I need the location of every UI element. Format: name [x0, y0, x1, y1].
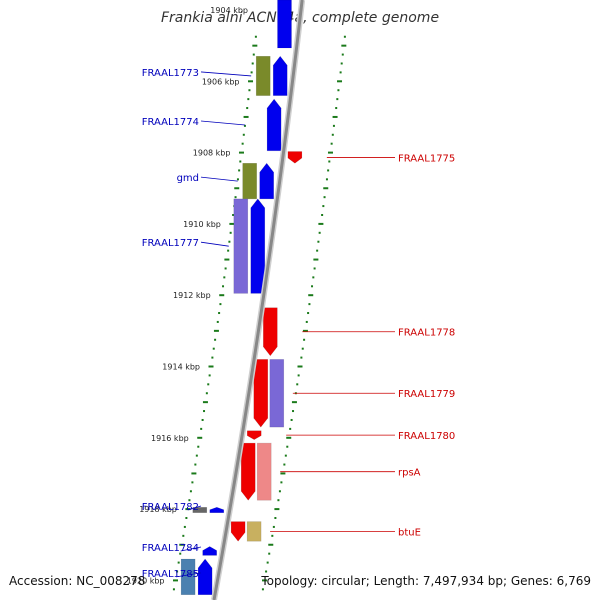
leader-FRAAL1784 [180, 546, 202, 552]
scale-label-1912: 1912 kbp [173, 291, 211, 300]
gene-label-FRAAL1773[interactable]: FRAAL1773 [142, 68, 199, 79]
cds-partial-top[interactable] [277, 0, 292, 49]
gene-label-FRAAL1777[interactable]: FRAAL1777 [142, 238, 199, 249]
accession-text: Accession: NC_008278 [9, 574, 146, 588]
gene-label-FRAAL1782[interactable]: FRAAL1782 [142, 502, 199, 513]
cds-rpsA[interactable] [240, 442, 256, 501]
scale-label-1918: 1918 kbp [139, 505, 177, 514]
topology-text: Topology: circular; Length: 7,497,934 bp… [261, 574, 591, 588]
leader-FRAAL1785 [176, 572, 202, 578]
cog-rpsA[interactable] [256, 442, 272, 501]
gene-label-FRAAL1780[interactable]: FRAAL1780 [398, 431, 455, 442]
gene-label-btuE[interactable]: btuE [398, 527, 421, 538]
cds-FRAAL1775[interactable] [287, 151, 303, 164]
cds-FRAAL1780[interactable] [246, 430, 262, 440]
cog-btuE[interactable] [246, 521, 262, 542]
cds-FRAAL1785[interactable] [197, 558, 213, 596]
leader-FRAAL1782 [187, 505, 202, 511]
cds-FRAAL1777[interactable] [250, 198, 266, 294]
cog-FRAAL1782[interactable] [192, 506, 208, 514]
leader-FRAAL1774 [200, 120, 246, 126]
gene-label-gmd[interactable]: gmd [177, 173, 199, 184]
cds-FRAAL1773[interactable] [272, 55, 288, 96]
cds-btuE[interactable] [230, 521, 246, 542]
gene-labels: FRAAL1773 FRAAL1774 FRAAL1775 gmd FRAAL1777 F… [142, 68, 456, 580]
cog-FRAAL1779[interactable] [269, 359, 285, 428]
scale-label-1904: 1904 kbp [210, 6, 248, 15]
genome-backbone [211, 0, 306, 600]
scale-label-1916: 1916 kbp [151, 434, 189, 443]
backbone-line [212, 0, 304, 600]
cds-FRAAL1782[interactable] [209, 506, 225, 514]
scale-label-1908: 1908 kbp [193, 149, 231, 158]
scale-label-1914: 1914 kbp [162, 363, 200, 372]
scale-label-1910: 1910 kbp [183, 220, 221, 229]
leader-FRAAL1777 [200, 241, 229, 247]
cog-gmd[interactable] [242, 163, 258, 200]
cog-FRAAL1773[interactable] [255, 55, 271, 96]
gene-label-FRAAL1778[interactable]: FRAAL1778 [398, 328, 455, 339]
cds-FRAAL1774[interactable] [266, 98, 282, 152]
gene-label-FRAAL1774[interactable]: FRAAL1774 [142, 117, 199, 128]
gene-label-FRAAL1775[interactable]: FRAAL1775 [398, 153, 455, 164]
outer-tick-track [261, 35, 347, 591]
cds-gmd[interactable] [259, 162, 275, 200]
scale-label-1906: 1906 kbp [202, 77, 240, 86]
gene-label-FRAAL1779[interactable]: FRAAL1779 [398, 389, 455, 400]
gene-label-rpsA[interactable]: rpsA [398, 468, 421, 479]
cds-FRAAL1784[interactable] [202, 546, 217, 556]
cog-FRAAL1785[interactable] [180, 558, 196, 596]
cog-FRAAL1777[interactable] [233, 198, 249, 294]
scale-ticks: 1904 kbp 1906 kbp 1908 kbp 1910 kbp 1912 kbp… [127, 6, 248, 585]
cds-FRAAL1779[interactable] [253, 359, 269, 428]
gene-label-FRAAL1784[interactable]: FRAAL1784 [142, 543, 199, 554]
scale-label-1920: 1920 kbp [127, 576, 165, 585]
cds-FRAAL1778[interactable] [262, 307, 278, 357]
inner-tick-track [172, 35, 258, 591]
gene-label-FRAAL1785[interactable]: FRAAL1785 [142, 569, 199, 580]
leader-gmd [200, 176, 238, 182]
leader-FRAAL1773 [200, 71, 252, 77]
